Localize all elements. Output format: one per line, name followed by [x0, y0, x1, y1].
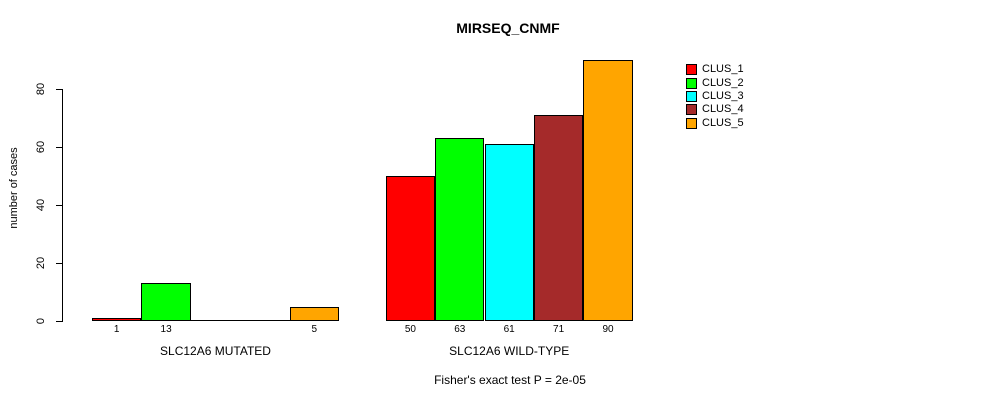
bar-zero-clus-4 [240, 320, 290, 321]
y-tick-label: 60 [35, 140, 47, 154]
bar-value-label: 5 [311, 324, 318, 335]
bar-clus-1 [385, 176, 436, 321]
bar-value-label: 13 [160, 324, 172, 335]
group-label: SLC12A6 MUTATED [160, 344, 271, 358]
bar-clus-5 [289, 306, 339, 321]
legend-label: CLUS_5 [702, 116, 744, 129]
y-axis-title: number of cases [8, 147, 20, 229]
bar-value-label: 1 [113, 324, 120, 335]
bar-zero-clus-3 [190, 320, 241, 321]
legend-item: CLUS_5 [686, 117, 744, 130]
chart-title: MIRSEQ_CNMF [456, 20, 560, 36]
bar-clus-1 [92, 318, 142, 321]
bar-clus-2 [435, 138, 485, 321]
y-axis-tick [56, 89, 62, 90]
y-tick-label: 20 [35, 256, 47, 270]
y-tick-label: 40 [35, 198, 47, 212]
y-axis-tick [56, 147, 62, 148]
legend-label: CLUS_3 [702, 89, 744, 102]
bar-clus-4 [533, 115, 584, 321]
y-tick-label: 80 [35, 82, 47, 96]
legend: CLUS_1 CLUS_2 CLUS_3 CLUS_4 CLUS_5 [686, 63, 744, 130]
bar-clus-3 [484, 144, 534, 321]
legend-label: CLUS_4 [702, 103, 744, 116]
legend-swatch-icon [686, 64, 697, 76]
legend-swatch-icon [686, 77, 697, 89]
legend-item: CLUS_1 [686, 63, 744, 76]
legend-swatch-icon [686, 117, 697, 129]
legend-item: CLUS_3 [686, 90, 744, 103]
legend-item: CLUS_2 [686, 76, 744, 89]
legend-label: CLUS_1 [702, 63, 744, 76]
bar-value-label: 63 [454, 324, 466, 335]
y-axis-tick [56, 263, 62, 264]
legend-swatch-icon [686, 90, 697, 102]
footnote: Fisher's exact test P = 2e-05 [434, 373, 586, 387]
y-axis-line [62, 89, 63, 322]
bar-value-label: 61 [503, 324, 515, 335]
bar-value-label: 71 [553, 324, 565, 335]
legend-item: CLUS_4 [686, 103, 744, 116]
group-label: SLC12A6 WILD-TYPE [449, 344, 570, 358]
legend-swatch-icon [686, 104, 697, 116]
y-tick-label: 0 [35, 317, 47, 325]
bar-clus-2 [141, 283, 191, 321]
bar-value-label: 50 [404, 324, 416, 335]
bar-value-label: 90 [602, 324, 614, 335]
bar-clus-5 [583, 60, 633, 321]
legend-label: CLUS_2 [702, 76, 744, 89]
y-axis-tick [56, 205, 62, 206]
y-axis-tick [56, 321, 62, 322]
